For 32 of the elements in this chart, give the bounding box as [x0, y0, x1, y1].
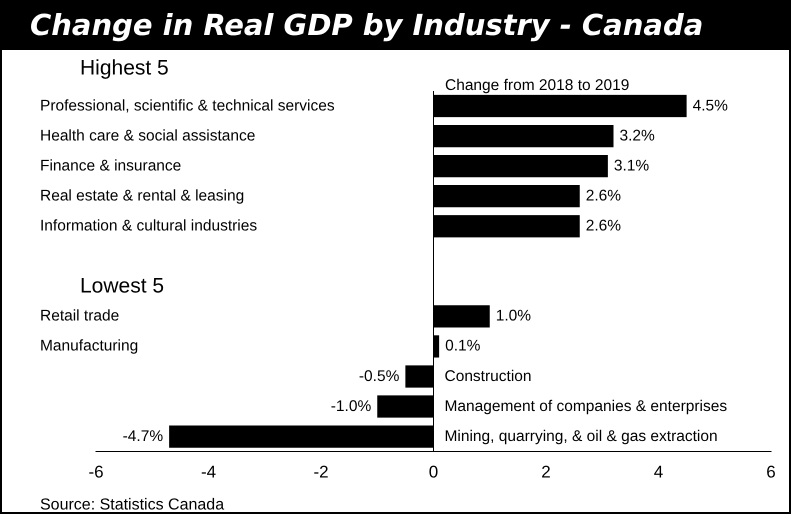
- y-tick-label: Finance & insurance: [40, 157, 182, 174]
- y-tick-label: Manufacturing: [40, 338, 138, 355]
- y-tick-label: Retail trade: [40, 308, 120, 325]
- y-tick-label: Information & cultural industries: [40, 218, 258, 235]
- text: Highest 5: [80, 56, 169, 80]
- y-tick-label: Management of companies & enterprises: [444, 398, 728, 415]
- y-tick-label: Real estate & rental & leasing: [40, 187, 244, 204]
- x-tick-label: -6: [88, 462, 104, 482]
- y-tick-label: Health care & social assistance: [40, 127, 256, 144]
- chart-title: Change in Real GDP by Industry - Canada: [0, 0, 791, 50]
- annotation: Change from 2018 to 2019: [445, 77, 630, 94]
- data-label: 3.1%: [614, 157, 650, 174]
- data-label: 0.1%: [445, 338, 481, 355]
- x-tick-label: -2: [313, 462, 329, 482]
- x-tick-label: 0: [428, 462, 438, 482]
- x-tick-label: 4: [654, 462, 664, 482]
- data-label: -1.0%: [330, 398, 372, 415]
- x-tick-label: -4: [200, 462, 216, 482]
- x-tick-label: 2: [541, 462, 551, 482]
- data-label: 1.0%: [496, 308, 532, 325]
- data-label: -4.7%: [122, 428, 164, 445]
- data-label: 4.5%: [692, 97, 728, 114]
- x-tick-label: 6: [766, 462, 776, 482]
- y-tick-label: Mining, quarrying, & oil & gas extraction: [444, 428, 718, 445]
- data-label: 2.6%: [586, 187, 622, 204]
- source-note: Source: Statistics Canada: [40, 496, 224, 514]
- data-label: 3.2%: [620, 127, 656, 144]
- y-tick-label: Professional, scientific & technical services: [40, 97, 335, 114]
- annotation: Lowest 5: [80, 274, 164, 298]
- data-label: -0.5%: [358, 368, 400, 385]
- data-label: 2.6%: [586, 218, 622, 235]
- y-tick-label: Construction: [444, 368, 532, 385]
